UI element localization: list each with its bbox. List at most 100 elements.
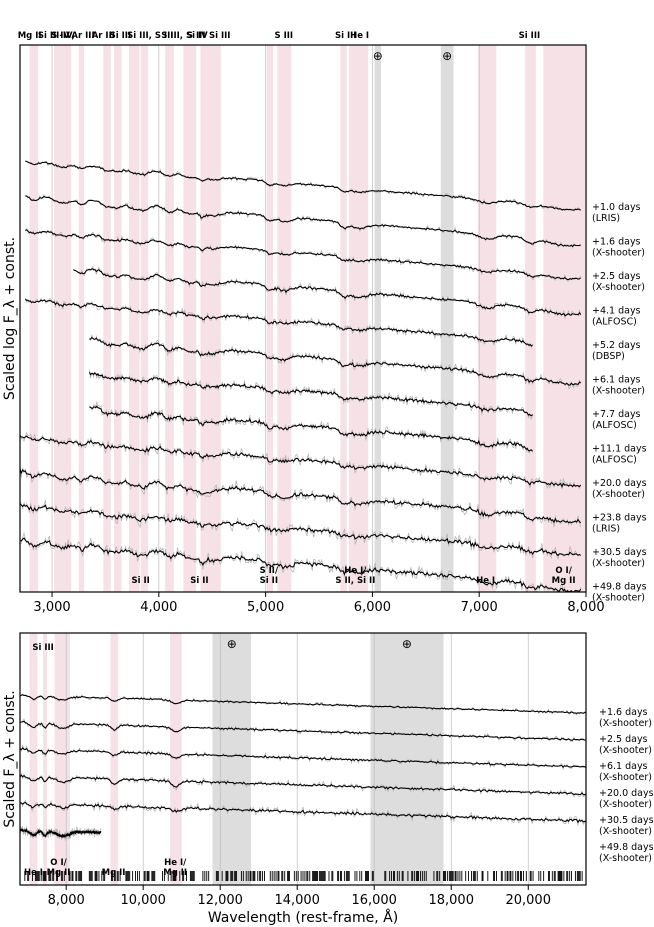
optical-line-region [165,45,174,592]
optical-instrument-label: (LRIS) [592,213,620,224]
optical-epoch-label: +6.1 days [592,375,641,386]
nir-ylabel: Scaled F_λ + const. [2,690,18,827]
optical-ion-label-bottom: O I/ [555,566,572,576]
nir-instrument-label: (X-shooter) [599,718,652,729]
optical-line-region [203,45,221,592]
nir-ion-label-bottom: Mg II [163,868,187,878]
nir-spectrum-line [20,694,586,714]
optical-epoch-label: +2.5 days [592,271,641,282]
optical-ion-label-bottom: Si II [190,576,208,586]
optical-epoch-label: +20.0 days [592,478,647,489]
optical-epoch-label: +1.6 days [592,237,641,248]
nir-epoch-label: +30.5 days [599,815,654,826]
optical-ion-label-bottom: Si II [132,576,150,586]
optical-ion-label-top: Ar III [71,31,94,41]
optical-spectrum-raw [89,401,533,454]
nir-xtick-label: 14,000 [274,893,320,908]
optical-line-region [128,45,140,592]
optical-ion-label-bottom: He I/ [344,566,367,576]
telluric-icon: ⊕ [373,49,383,63]
optical-xtick-label: 8,000 [567,600,604,615]
optical-line-region [277,45,292,592]
nir-xtick-label: 16,000 [351,893,397,908]
nir-instrument-label: (X-shooter) [599,826,652,837]
optical-ion-label-top: S IV [51,31,70,41]
optical-ion-label-top: Si III [335,31,356,41]
optical-line-region [113,45,122,592]
optical-spectrum-line [25,229,582,281]
optical-line-region [103,45,111,592]
optical-ion-label-bottom: Mg II [552,576,576,586]
optical-ion-label-top: S III, Si IV [161,31,208,41]
nir-spectrum-raw [20,693,586,716]
optical-instrument-label: (X-shooter) [592,248,645,259]
telluric-icon: ⊕ [402,637,412,651]
optical-spectrum-line [25,195,581,248]
optical-spectrum-raw [73,265,582,320]
optical-line-region [543,45,585,592]
optical-epoch-label: +1.0 days [592,202,641,213]
optical-ion-label-top: Si III [519,31,540,41]
nir-spectra-panel: ⊕ ⊕+1.6 days(X-shooter)+2.5 days(X-shoote… [2,632,654,926]
nir-line-region [110,633,119,885]
optical-epoch-label: +4.1 days [592,306,641,317]
optical-ion-label-top: Ar III [92,31,115,41]
nir-instrument-label: (X-shooter) [599,745,652,756]
nir-spectrum-line [20,828,102,839]
nir-epoch-label: +49.8 days [599,842,654,853]
nir-xtick-label: 12,000 [197,893,243,908]
optical-line-region [340,45,347,592]
optical-instrument-label: (ALFOSC) [592,420,637,431]
nir-spectrum-raw [20,772,586,798]
nir-xtick-label: 10,000 [120,893,166,908]
optical-epoch-label: +11.1 days [592,444,647,455]
nir-spectrum-line [20,720,586,741]
optical-spectrum-line [20,503,581,557]
optical-ion-label-top: Si III [110,31,131,41]
optical-xtick-label: 4,000 [140,600,177,615]
nir-spectrum-line [20,774,586,796]
optical-ion-label-top: Si III, S III [127,31,173,41]
optical-line-region [183,45,197,592]
nir-xtick-label: 20,000 [505,893,551,908]
nir-ion-label-bottom: He I/ [164,858,187,868]
optical-epoch-label: +30.5 days [592,547,647,558]
optical-instrument-label: (LRIS) [592,524,620,535]
nir-xtick-label: 18,000 [428,893,474,908]
optical-instrument-label: (ALFOSC) [592,455,637,466]
optical-instrument-label: (X-shooter) [592,489,645,500]
optical-line-region [266,45,274,592]
nir-instrument-label: (X-shooter) [599,853,652,864]
optical-ion-label-top: S III [274,31,293,41]
optical-spectrum-line [88,371,534,417]
optical-epoch-label: +49.8 days [592,582,647,593]
nir-spectrum-line [20,801,586,824]
nir-line-region [43,633,47,885]
optical-instrument-label: (X-shooter) [592,593,645,604]
optical-ion-label-bottom: S II, Si II [335,576,375,586]
optical-spectrum-line [73,268,582,317]
optical-xtick-label: 6,000 [354,600,391,615]
optical-line-region [140,45,149,592]
optical-ion-label-bottom: Si II [260,576,278,586]
nir-line-region [29,633,38,885]
optical-ion-label-top: S III [187,31,206,41]
optical-epoch-label: +23.8 days [592,513,647,524]
optical-spectrum-raw [20,431,582,490]
optical-epoch-label: +5.2 days [592,340,641,351]
nir-spectrum-raw [20,743,586,771]
optical-xtick-label: 3,000 [33,600,70,615]
optical-line-region [54,45,72,592]
optical-ion-label-bottom: S II/ [260,566,279,576]
optical-instrument-label: (ALFOSC) [592,317,637,328]
nir-instrument-label: (X-shooter) [599,799,652,810]
nir-ion-label-bottom: O I/ [50,858,67,868]
nir-spectrum-line [20,747,586,769]
optical-spectrum-line [89,336,582,386]
nir-ion-label-bottom: Mg II [47,868,71,878]
optical-plot-area: ⊕ ⊕ [20,45,586,592]
nir-xlabel: Wavelength (rest-frame, Å) [208,909,398,926]
optical-instrument-label: (DBSP) [592,351,625,362]
optical-ion-label-top: Si III-IV, [38,31,75,41]
